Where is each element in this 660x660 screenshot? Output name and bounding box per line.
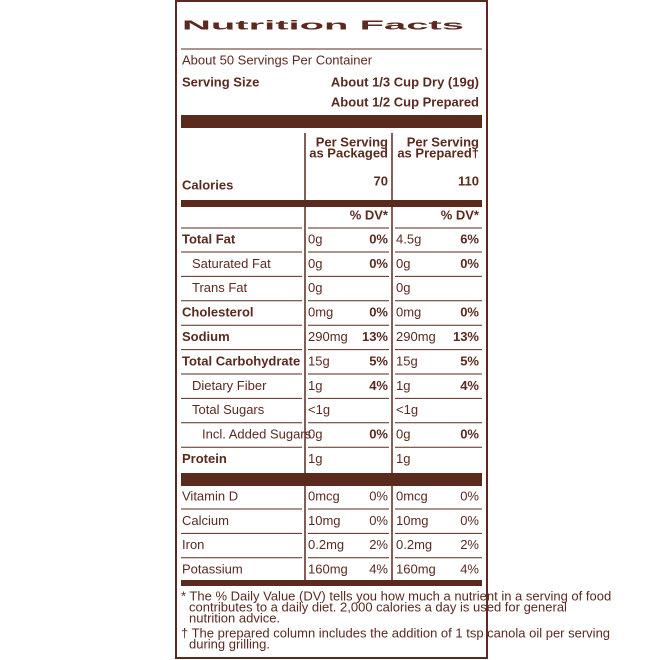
amount: 290mg: [308, 329, 348, 344]
daily-value: 2%: [460, 537, 479, 552]
column-heading: Per Serving: [316, 134, 388, 149]
daily-value: 4%: [460, 562, 479, 577]
nutrient-name: Protein: [182, 451, 227, 466]
amount: 0g: [308, 231, 322, 246]
column-heading: as Packaged: [309, 145, 388, 160]
daily-value: 5%: [369, 353, 388, 368]
thick-bar: [181, 473, 482, 486]
serving-size-label: Serving Size: [182, 74, 259, 89]
amount: 0mg: [396, 305, 421, 320]
daily-value: 13%: [362, 329, 388, 344]
serving-size-value: About 1/2 Cup Prepared: [331, 94, 479, 109]
nutrient-name: Trans Fat: [192, 280, 248, 295]
daily-value: 6%: [460, 231, 479, 246]
amount: 0g: [396, 280, 410, 295]
amount: 0g: [308, 427, 322, 442]
serving-size-value: About 1/3 Cup Dry (19g): [331, 74, 479, 89]
amount: 160mg: [308, 562, 348, 577]
daily-value: 5%: [460, 353, 479, 368]
amount: 160mg: [396, 562, 436, 577]
daily-value: 0%: [460, 256, 479, 271]
footnote: nutrition advice.: [189, 610, 280, 625]
amount: 1g: [396, 378, 410, 393]
nutrient-name: Total Sugars: [192, 402, 265, 417]
amount: 0g: [308, 280, 322, 295]
daily-value: 13%: [453, 329, 479, 344]
amount: <1g: [308, 402, 330, 417]
thick-bar: [181, 200, 482, 207]
daily-value: 0%: [369, 231, 388, 246]
footnote: during grilling.: [189, 636, 270, 651]
amount: 0mg: [308, 305, 333, 320]
column-heading: as Prepared†: [397, 145, 479, 160]
amount: 10mg: [396, 513, 429, 528]
nutrient-name: Dietary Fiber: [192, 378, 267, 393]
amount: 0mcg: [396, 488, 428, 503]
daily-value: 0%: [369, 427, 388, 442]
dv-header: % DV*: [441, 207, 480, 222]
amount: 0g: [396, 427, 410, 442]
daily-value: 0%: [369, 488, 388, 503]
amount: 1g: [308, 378, 322, 393]
calories-value: 110: [458, 173, 479, 188]
daily-value: 0%: [369, 305, 388, 320]
footnote: * The % Daily Value (DV) tells you how m…: [181, 588, 611, 603]
daily-value: 0%: [369, 256, 388, 271]
amount: 0.2mg: [308, 537, 344, 552]
nutrient-name: Iron: [182, 537, 204, 552]
amount: 15g: [308, 353, 330, 368]
daily-value: 4%: [460, 378, 479, 393]
servings: About 50 Servings Per Container: [182, 52, 373, 67]
dv-header: % DV*: [350, 207, 389, 222]
title: Nutrition Facts: [182, 17, 464, 32]
calories-value: 70: [374, 173, 388, 188]
nutrient-name: Sodium: [182, 329, 230, 344]
amount: <1g: [396, 402, 418, 417]
daily-value: 0%: [460, 427, 479, 442]
nutrient-name: Calcium: [182, 513, 229, 528]
amount: 15g: [396, 353, 418, 368]
amount: 290mg: [396, 329, 436, 344]
nutrient-name: Cholesterol: [182, 305, 254, 320]
amount: 4.5g: [396, 231, 421, 246]
daily-value: 0%: [460, 305, 479, 320]
nutrient-name: Incl. Added Sugars: [202, 427, 312, 442]
amount: 0g: [396, 256, 410, 271]
thick-bar: [181, 115, 482, 128]
amount: 0g: [308, 256, 322, 271]
amount: 1g: [396, 451, 410, 466]
daily-value: 4%: [369, 378, 388, 393]
footnote: contributes to a daily diet. 2,000 calor…: [189, 599, 567, 614]
amount: 10mg: [308, 513, 341, 528]
daily-value: 0%: [460, 488, 479, 503]
nutrient-name: Total Carbohydrate: [182, 353, 300, 368]
nutrient-name: Saturated Fat: [192, 256, 271, 271]
daily-value: 4%: [369, 562, 388, 577]
column-heading: Per Serving: [407, 134, 479, 149]
daily-value: 2%: [369, 537, 388, 552]
amount: 0.2mg: [396, 537, 432, 552]
footnote: † The prepared column includes the addit…: [181, 625, 610, 640]
amount: 0mcg: [308, 488, 340, 503]
nutrient-name: Potassium: [182, 562, 243, 577]
nutrient-name: Total Fat: [182, 231, 236, 246]
calories-label: Calories: [182, 177, 233, 192]
daily-value: 0%: [460, 513, 479, 528]
amount: 1g: [308, 451, 322, 466]
nutrient-name: Vitamin D: [182, 488, 238, 503]
thick-bar: [181, 580, 482, 586]
daily-value: 0%: [369, 513, 388, 528]
label-border: [175, 0, 488, 659]
